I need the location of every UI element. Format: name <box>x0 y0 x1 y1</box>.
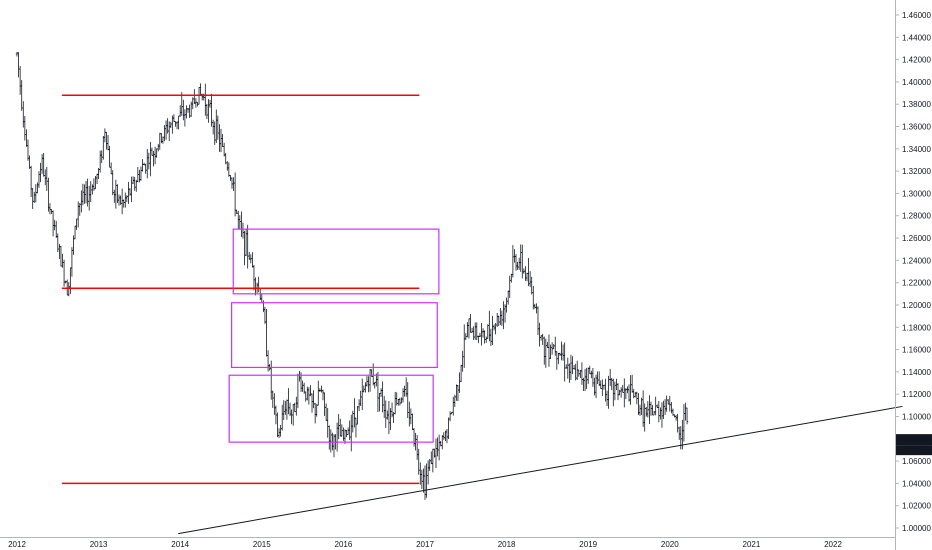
last-price-label: 1.07923 3d 8h <box>896 434 932 456</box>
price-tick-label: 1.40000 <box>902 78 931 87</box>
time-axis[interactable]: 2012 2013 2014 2015 2016 2017 2018 2019 2020 2021… <box>8 540 842 549</box>
price-tick-label: 1.06000 <box>902 457 931 466</box>
time-tick-label: 2019 <box>579 540 597 549</box>
price-tick-label: 1.20000 <box>902 301 931 310</box>
price-tick-label: 1.28000 <box>902 212 931 221</box>
time-tick-label: 2017 <box>416 540 434 549</box>
price-tick-label: 1.22000 <box>902 279 931 288</box>
price-tick-label: 1.24000 <box>902 256 931 265</box>
drawings[interactable] <box>61 94 903 535</box>
rectangle-zone[interactable] <box>228 374 434 443</box>
price-tick-label: 1.42000 <box>902 56 931 65</box>
price-tick-label: 1.14000 <box>902 368 931 377</box>
time-tick-label: 2015 <box>253 540 271 549</box>
price-axis[interactable]: 1.46000 1.44000 1.42000 1.40000 1.38000 1.360… <box>895 11 931 533</box>
time-tick-label: 2018 <box>498 540 516 549</box>
price-tick-label: 1.38000 <box>902 100 931 109</box>
time-tick-label: 2016 <box>335 540 353 549</box>
price-tick-label: 1.26000 <box>902 234 931 243</box>
price-tick-label: 1.34000 <box>902 145 931 154</box>
price-tick-label: 1.30000 <box>902 189 931 198</box>
countdown-text: 3d 8h <box>899 446 919 455</box>
price-tick-label: 1.46000 <box>902 11 931 20</box>
trendline[interactable] <box>178 405 903 535</box>
price-bars <box>15 51 689 500</box>
time-tick-label: 2022 <box>824 540 842 549</box>
price-tick-label: 1.04000 <box>902 479 931 488</box>
price-tick-label: 1.16000 <box>902 346 931 355</box>
rectangle-zone[interactable] <box>231 302 438 369</box>
rectangle-zone[interactable] <box>232 228 440 295</box>
time-tick-label: 2013 <box>90 540 108 549</box>
price-tick-label: 1.36000 <box>902 123 931 132</box>
time-tick-label: 2021 <box>743 540 761 549</box>
ohlc-bar <box>685 407 689 425</box>
price-tick-label: 1.00000 <box>902 524 931 533</box>
price-tick-label: 1.44000 <box>902 33 931 42</box>
last-price-badge <box>896 434 932 446</box>
price-tick-label: 1.12000 <box>902 390 931 399</box>
price-tick-label: 1.10000 <box>902 412 931 421</box>
price-tick-label: 1.02000 <box>902 502 931 511</box>
time-tick-label: 2012 <box>8 540 26 549</box>
countdown-badge <box>896 445 932 456</box>
price-tick-label: 1.18000 <box>902 323 931 332</box>
time-tick-label: 2020 <box>661 540 679 549</box>
time-tick-label: 2014 <box>171 540 189 549</box>
price-tick-label: 1.32000 <box>902 167 931 176</box>
last-price-value: 1.07923 <box>899 436 928 445</box>
